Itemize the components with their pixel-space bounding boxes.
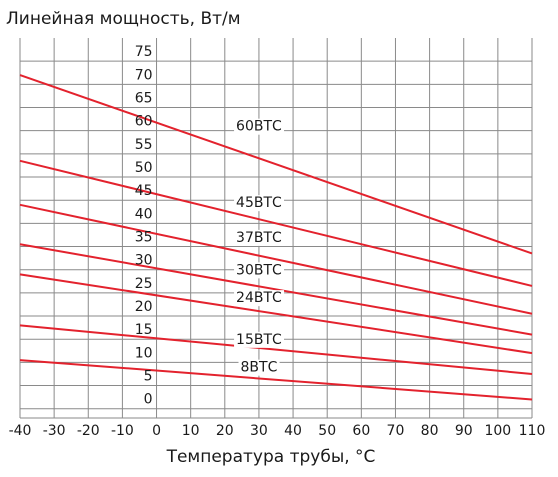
x-tick-label: 90 [455,423,473,439]
series-line-0 [19,74,533,255]
series-line-4 [19,273,533,355]
x-tick-label: 10 [182,423,200,439]
series-label-3: 30ВТС [236,262,282,278]
y-tick-label: 55 [135,137,153,153]
series-label-bg [234,195,285,212]
series-label-bg [234,331,285,348]
x-tick-label: 70 [387,423,405,439]
x-axis-title: Температура трубы, °С [166,447,376,467]
series-label-bg [234,262,285,279]
series-line-1 [19,159,533,287]
series-label-bg [234,229,285,246]
series-label-0: 60ВТС [236,119,282,135]
series-line-6 [19,359,533,401]
x-tick-label: -20 [77,423,100,439]
x-tick-label: 80 [421,423,439,439]
x-tick-label: 20 [216,423,234,439]
y-axis-title: Линейная мощность, Вт/м [6,9,241,29]
y-tick-label: 40 [135,206,153,222]
series-label-1: 45ВТС [236,195,282,211]
x-tick-label: 60 [352,423,370,439]
y-tick-label: 0 [144,392,153,408]
x-tick-label: -10 [111,423,134,439]
series-label-bg [234,290,285,307]
y-tick-label: 65 [135,91,153,107]
x-tick-label: -40 [9,423,32,439]
labels-layer: -40 -30 -20 -10 0 10 20 30 40 50 60 70 80 90 100 110 0 5 1… [9,44,546,439]
x-tick-label: 40 [284,423,302,439]
series-label-6: 8ВТС [241,360,278,376]
y-tick-label: 35 [135,230,153,246]
y-tick-label: 20 [135,299,153,315]
y-tick-label: 50 [135,160,153,176]
series-label-bg [238,359,280,376]
series-label-4: 24ВТС [236,290,282,306]
y-tick-label: 15 [135,322,153,338]
series-line-5 [19,324,533,375]
x-tick-label: 30 [250,423,268,439]
y-tick-label: 70 [135,67,153,83]
x-tick-label: 100 [484,423,511,439]
y-tick-label: 75 [135,44,153,60]
x-tick-label: 110 [519,423,546,439]
series-label-bg [234,118,285,135]
y-tick-label: 45 [135,183,153,199]
series-layer [19,74,533,401]
y-tick-label: 10 [135,345,153,361]
x-tick-label: -30 [43,423,66,439]
y-tick-label: 5 [144,369,153,385]
series-label-2: 37ВТС [236,230,282,246]
series-label-5: 15ВТС [236,332,282,348]
x-tick-label: 0 [152,423,161,439]
y-tick-label: 60 [135,114,153,130]
series-line-2 [19,203,533,315]
y-tick-label: 30 [135,253,153,269]
series-line-3 [19,243,533,336]
y-tick-label: 25 [135,276,153,292]
x-tick-label: 50 [318,423,336,439]
